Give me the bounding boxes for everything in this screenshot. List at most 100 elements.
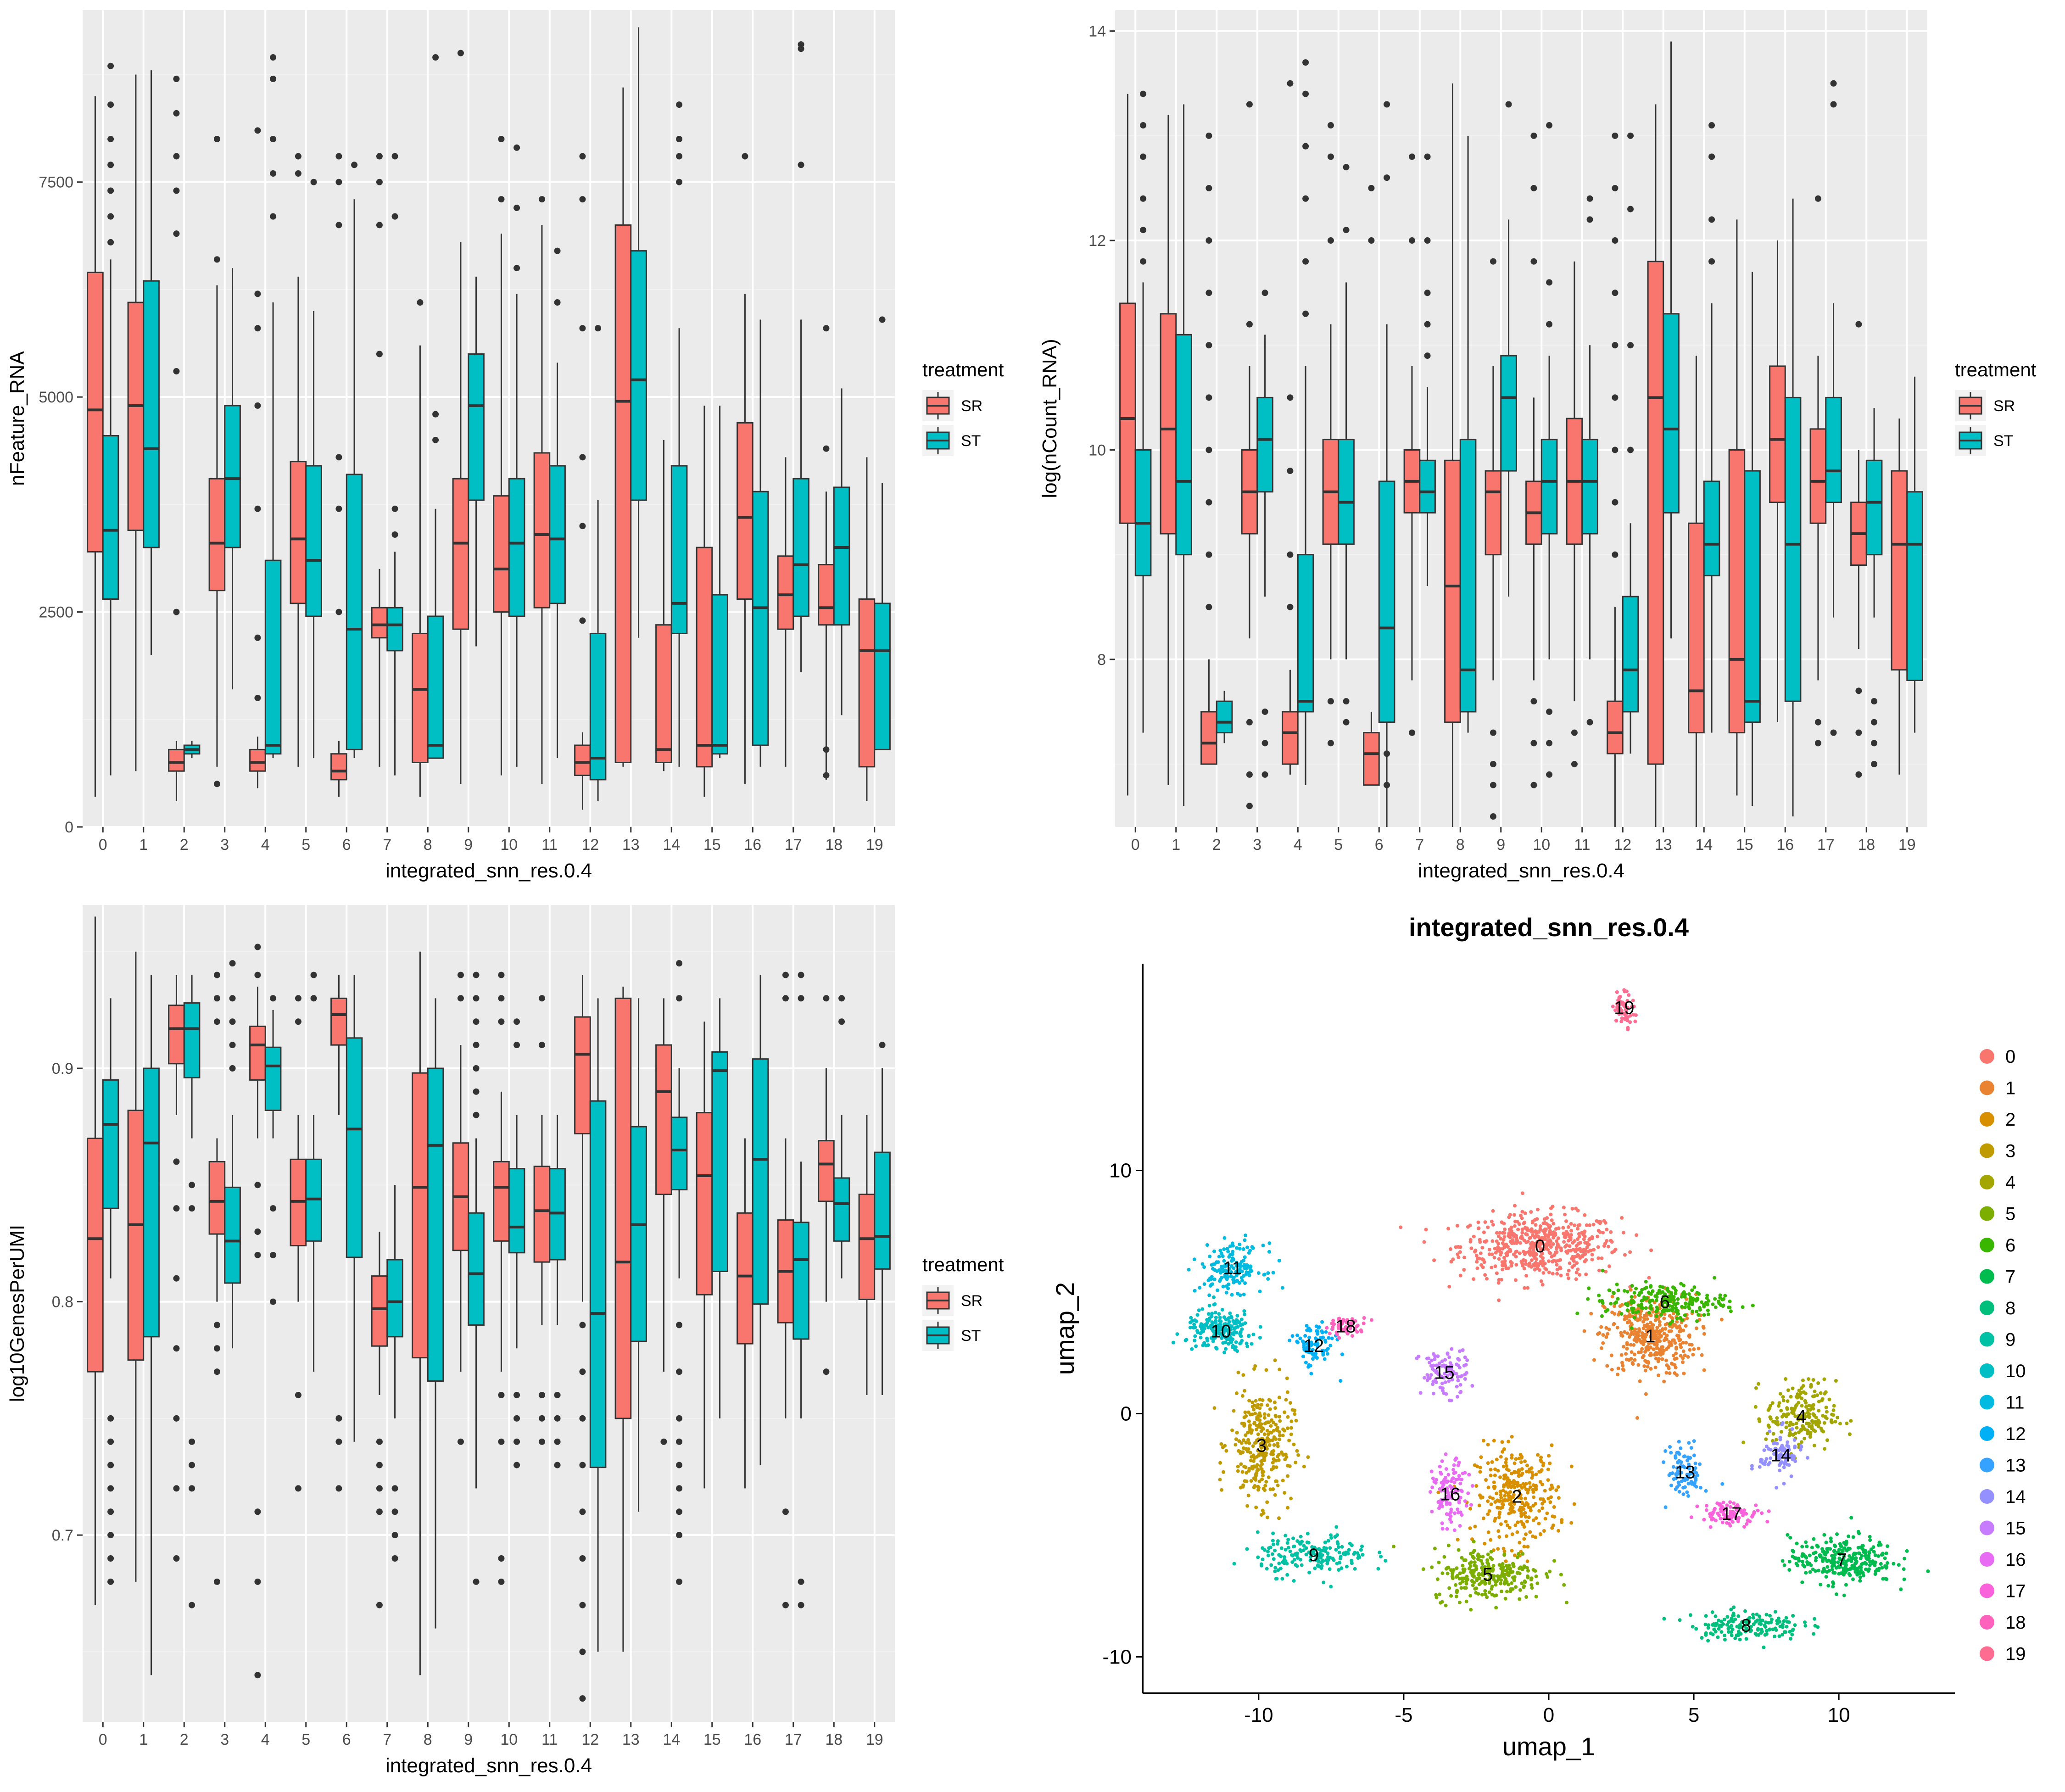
umap-point xyxy=(1468,1507,1473,1511)
outlier-point xyxy=(1343,227,1350,234)
umap-point xyxy=(1193,1318,1197,1322)
umap-point xyxy=(1607,1288,1611,1292)
umap-point xyxy=(1645,1329,1649,1333)
umap-point xyxy=(1356,1551,1360,1555)
x-tick-label: 4 xyxy=(261,1731,270,1748)
umap-point xyxy=(1559,1573,1563,1577)
umap-point xyxy=(1733,1636,1737,1641)
umap-point xyxy=(1513,1278,1518,1282)
umap-point xyxy=(1791,1614,1795,1618)
umap-point xyxy=(1207,1304,1211,1308)
umap-point xyxy=(1791,1386,1795,1390)
box-st xyxy=(508,478,525,617)
umap-point xyxy=(1769,1456,1773,1460)
outlier-point xyxy=(1612,499,1619,506)
umap-point xyxy=(1263,1439,1267,1443)
umap-point xyxy=(1326,1539,1330,1543)
outlier-point xyxy=(1246,771,1253,778)
outlier-point xyxy=(335,608,342,615)
umap-point xyxy=(1830,1554,1834,1558)
umap-point xyxy=(1266,1403,1270,1407)
x-tick-label: 16 xyxy=(744,836,761,854)
umap-point xyxy=(1886,1544,1890,1548)
umap-point xyxy=(1531,1488,1535,1492)
umap-point xyxy=(1530,1476,1534,1480)
outlier-point xyxy=(254,634,261,641)
umap-point xyxy=(1770,1401,1775,1405)
umap-point xyxy=(1202,1341,1206,1345)
umap-point xyxy=(1578,1273,1582,1277)
umap-point xyxy=(1261,1451,1266,1455)
outlier-point xyxy=(254,1672,261,1679)
umap-point xyxy=(1857,1551,1861,1555)
box-st xyxy=(1906,491,1923,681)
umap-point xyxy=(1768,1461,1772,1465)
umap-point xyxy=(1692,1469,1697,1474)
umap-point xyxy=(1239,1341,1243,1345)
umap-point xyxy=(1470,1484,1474,1488)
umap-point xyxy=(1502,1485,1506,1489)
umap-point xyxy=(1240,1269,1244,1273)
umap-point xyxy=(1804,1540,1808,1544)
umap-point xyxy=(1644,1306,1648,1310)
umap-point xyxy=(1277,1458,1281,1462)
outlier-point xyxy=(676,1322,683,1329)
umap-point xyxy=(1691,1352,1695,1357)
outlier-point xyxy=(498,1578,505,1585)
umap-point xyxy=(1609,1301,1613,1306)
umap-point xyxy=(1719,1517,1723,1521)
umap-point xyxy=(1295,1340,1299,1344)
x-tick-label: 1 xyxy=(139,836,148,854)
box-st xyxy=(589,632,607,781)
umap-point xyxy=(1472,1234,1476,1239)
outlier-point xyxy=(1708,153,1715,160)
umap-point xyxy=(1251,1459,1256,1463)
x-tick-label: 5 xyxy=(1688,1704,1699,1726)
cluster-label: 17 xyxy=(1721,1504,1742,1524)
umap-point xyxy=(1555,1263,1559,1267)
umap-point xyxy=(1555,1239,1559,1243)
umap-point xyxy=(1693,1475,1697,1479)
umap-point xyxy=(1595,1219,1599,1223)
umap-point xyxy=(1485,1277,1489,1281)
umap-point xyxy=(1729,1608,1733,1612)
umap-point xyxy=(1572,1263,1576,1267)
outlier-point xyxy=(1343,719,1350,726)
outlier-point xyxy=(1246,101,1253,108)
outlier-point xyxy=(391,1485,398,1492)
umap-point xyxy=(1244,1465,1248,1469)
umap-point xyxy=(1584,1273,1588,1276)
umap-point xyxy=(1725,1615,1730,1619)
box-sr xyxy=(1363,732,1380,786)
umap-point xyxy=(1450,1370,1454,1374)
umap-point xyxy=(1717,1624,1721,1628)
umap-point xyxy=(1480,1257,1485,1261)
umap-point xyxy=(1669,1451,1673,1455)
umap-point xyxy=(1768,1613,1772,1618)
umap-point xyxy=(1590,1253,1594,1257)
umap-point xyxy=(1789,1637,1793,1641)
umap-point xyxy=(1601,1230,1605,1234)
umap-point xyxy=(1702,1326,1706,1330)
umap-point xyxy=(1670,1319,1674,1323)
umap-panel: integrated_snn_res.0.4 -10 -5 0 5 10 -10 0 10 uma… xyxy=(1032,895,2065,1790)
umap-point xyxy=(1457,1511,1461,1515)
umap-point xyxy=(1596,1234,1600,1239)
x-tick-label: -10 xyxy=(1244,1704,1273,1726)
umap-point xyxy=(1661,1327,1665,1331)
x-axis-title: integrated_snn_res.0.4 xyxy=(385,860,592,882)
umap-point xyxy=(1681,1356,1685,1360)
umap-point xyxy=(1825,1410,1829,1414)
outlier-point xyxy=(554,299,561,306)
umap-point xyxy=(1324,1330,1328,1334)
umap-point xyxy=(1544,1242,1548,1246)
umap-point xyxy=(1449,1594,1453,1598)
umap-point xyxy=(1362,1316,1366,1320)
umap-point xyxy=(1641,1298,1645,1302)
outlier-point xyxy=(1424,352,1431,359)
umap-point xyxy=(1892,1562,1896,1566)
umap-point xyxy=(1552,1236,1556,1239)
umap-point xyxy=(1615,1282,1619,1286)
umap-point xyxy=(1214,1316,1218,1319)
umap-point xyxy=(1509,1570,1513,1574)
